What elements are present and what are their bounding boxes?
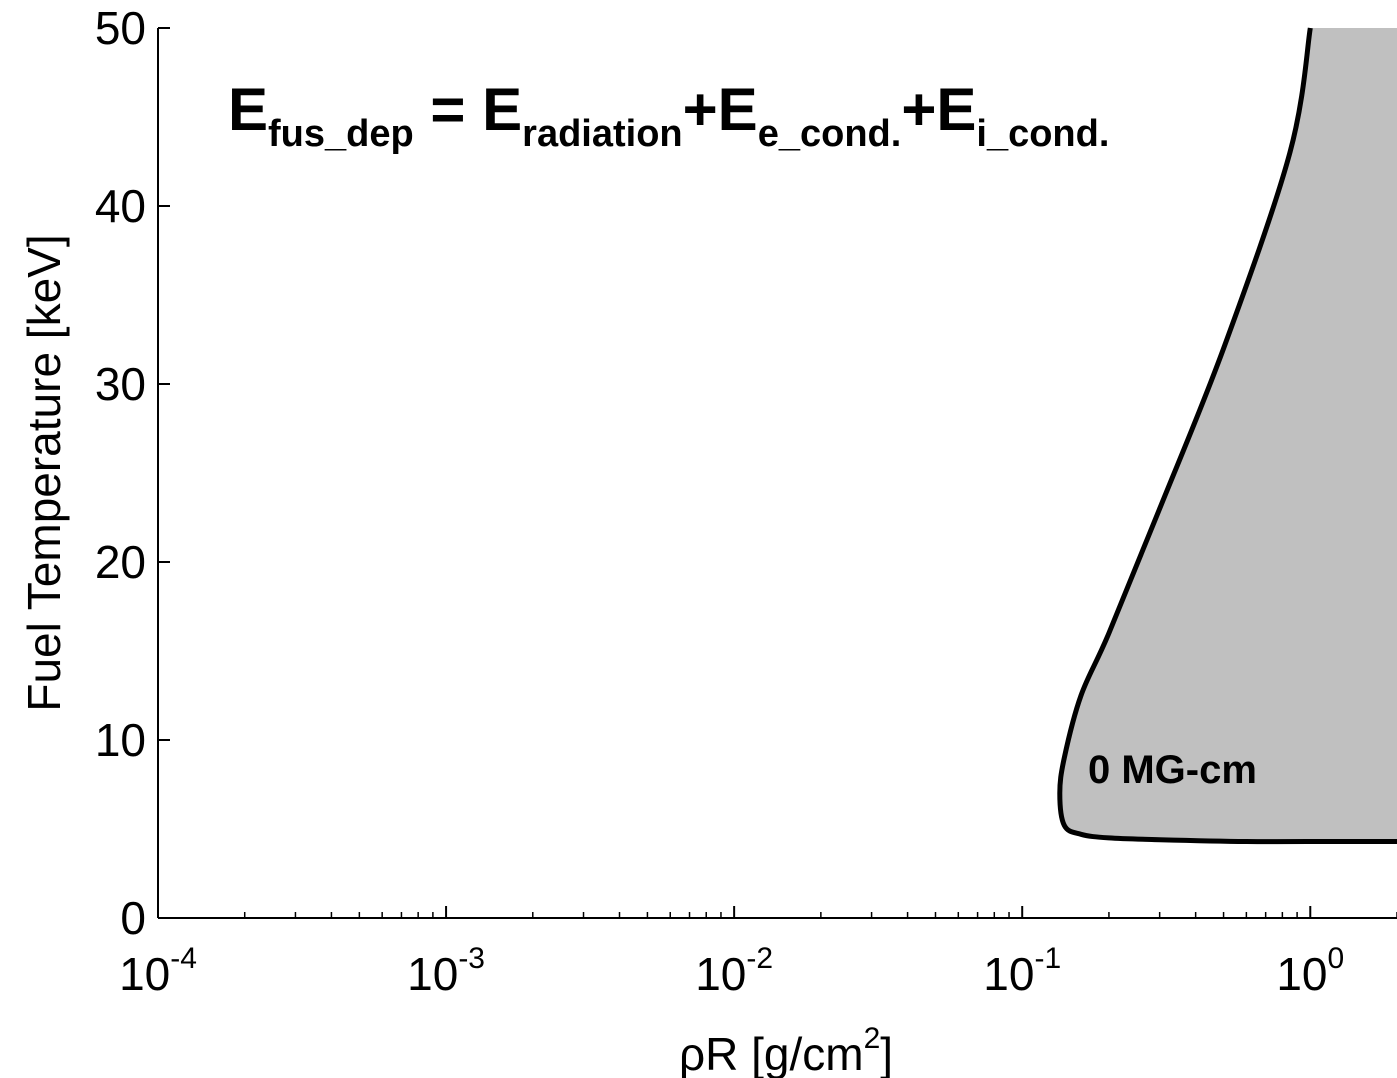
x-axis-label-suffix: ] <box>880 1028 893 1078</box>
eq-plus2: + <box>901 76 936 143</box>
y-tick-label: 10 <box>95 714 146 766</box>
plot-area <box>1057 27 1397 845</box>
eq-t3-main: E <box>936 76 976 143</box>
ignition-boundary-curve <box>1057 27 1397 845</box>
y-axis-tick-labels: 0 10 20 30 40 50 <box>95 2 146 944</box>
x-axis-tick-labels: 10-4 10-3 10-2 10-1 100 <box>119 942 1344 1000</box>
eq-equals: = <box>414 76 482 143</box>
y-axis-label: Fuel Temperature [keV] <box>18 234 70 711</box>
ignition-region-fill <box>1059 28 1397 842</box>
x-tick-label: 10-2 <box>695 942 773 1000</box>
eq-plus1: + <box>683 76 718 143</box>
equation: Efus_dep = Eradiation+Ee_cond.+Ei_cond. <box>228 76 1109 155</box>
eq-t2-sub: e_cond. <box>758 113 902 155</box>
y-axis-ticks <box>158 27 170 919</box>
x-tick-label: 10-1 <box>983 942 1061 1000</box>
eq-lhs-main: E <box>228 76 268 143</box>
y-tick-label: 40 <box>95 180 146 232</box>
eq-t3-sub: i_cond. <box>976 113 1109 155</box>
y-tick-label: 0 <box>120 892 146 944</box>
eq-t2-main: E <box>718 76 758 143</box>
x-axis-label: ρR [g/cm2] <box>679 1022 893 1078</box>
eq-t1-sub: radiation <box>522 113 682 155</box>
x-axis-minor-ticks <box>243 912 1397 918</box>
x-tick-label: 10-3 <box>407 942 485 1000</box>
eq-t1-main: E <box>482 76 522 143</box>
axes: 10-4 10-3 10-2 10-1 100 0 10 20 30 40 50 <box>95 2 1397 1000</box>
x-tick-label: 100 <box>1276 942 1344 1000</box>
y-tick-label: 30 <box>95 358 146 410</box>
eq-lhs-sub: fus_dep <box>268 113 414 155</box>
x-axis-label-prefix: ρR [g/cm <box>679 1028 864 1078</box>
y-tick-label: 50 <box>95 2 146 54</box>
region-label: 0 MG-cm <box>1088 748 1257 792</box>
y-tick-label: 20 <box>95 536 146 588</box>
x-axis-label-sup: 2 <box>864 1022 881 1055</box>
x-axis-ticks <box>157 906 1312 918</box>
x-tick-label: 10-4 <box>119 942 197 1000</box>
